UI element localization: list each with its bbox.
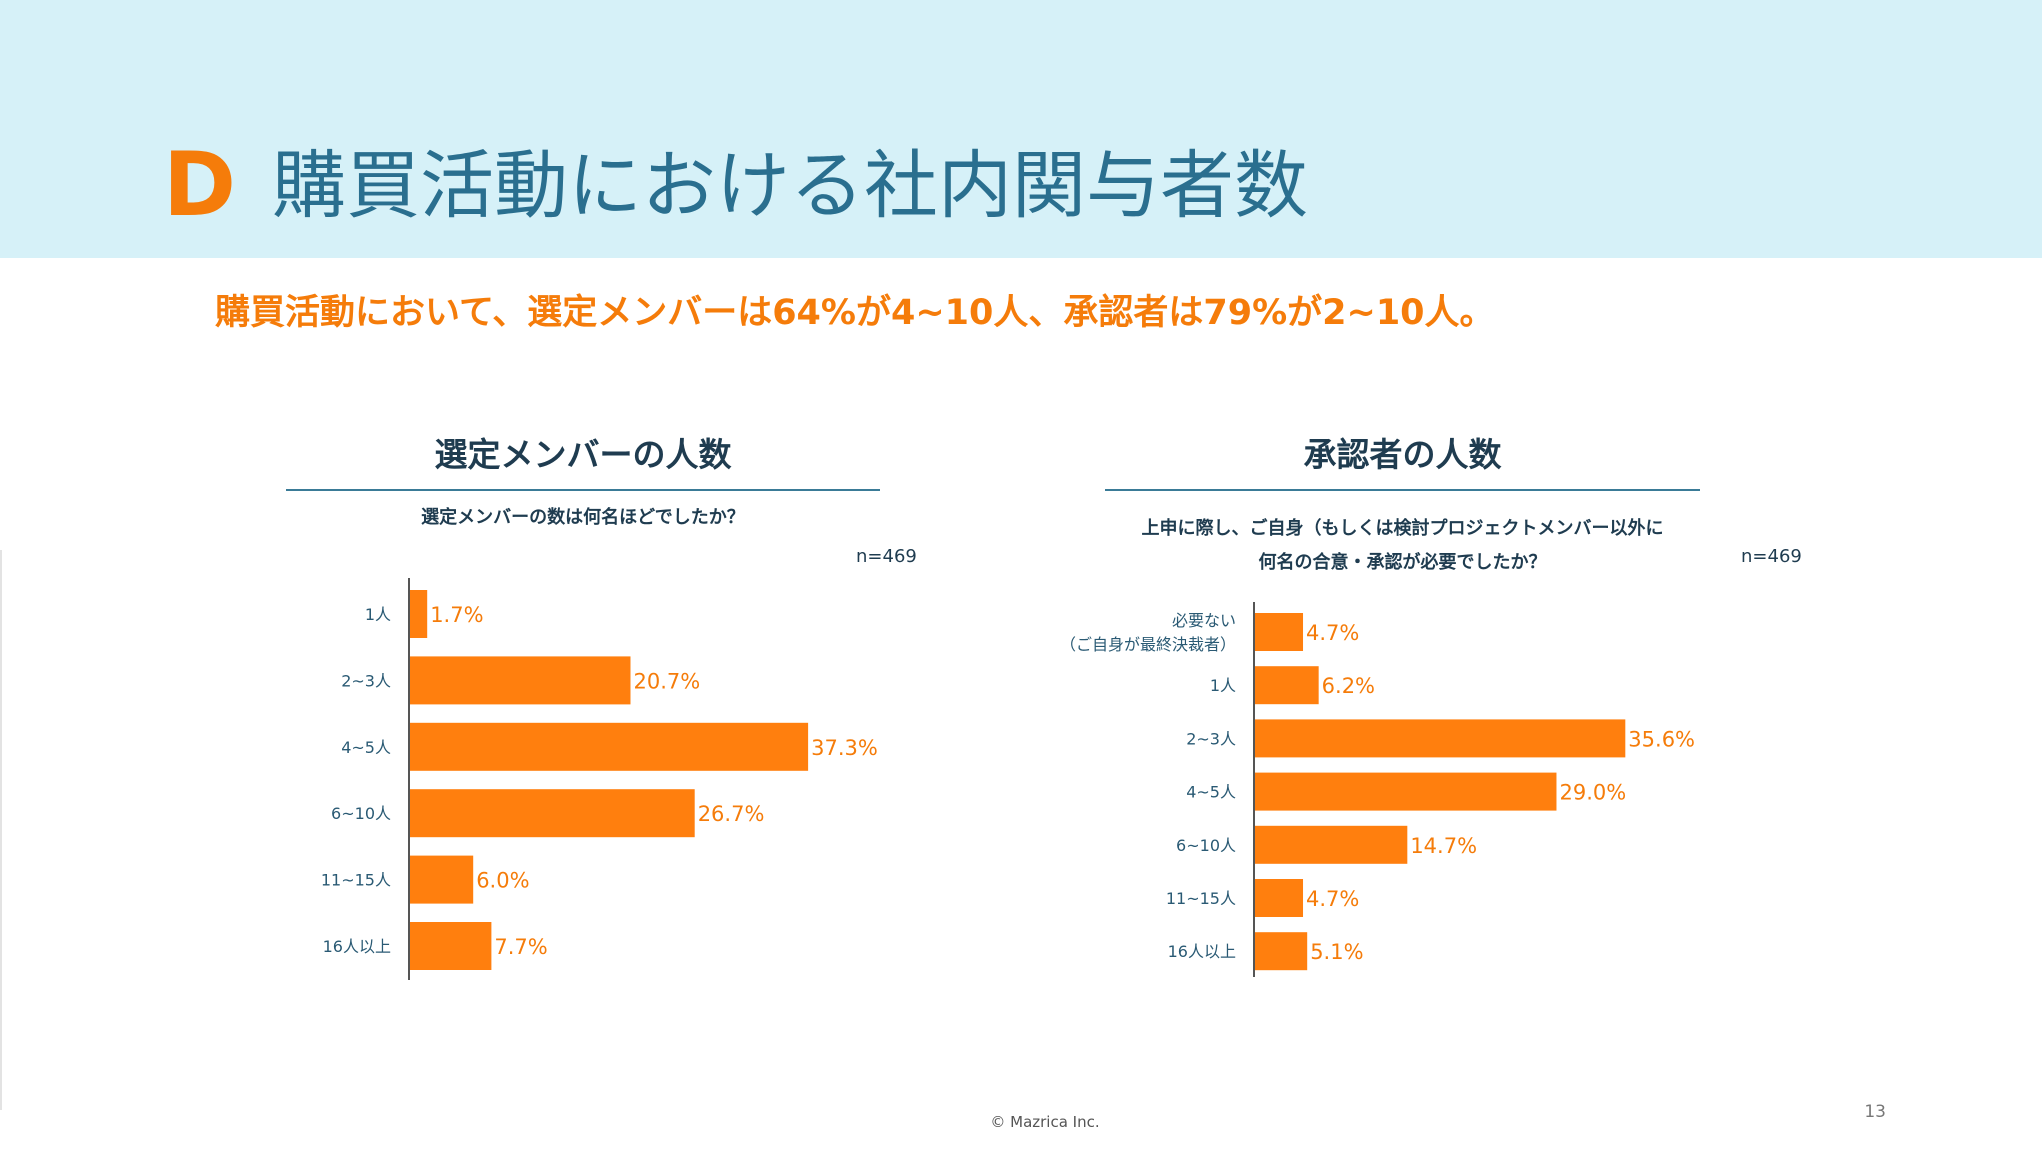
category-label: 4~5人 — [341, 738, 391, 757]
data-label: 20.7% — [633, 669, 700, 693]
bar — [409, 855, 474, 904]
section-letter: D — [163, 133, 237, 236]
data-label: 26.7% — [698, 802, 765, 826]
data-label: 6.2% — [1322, 674, 1375, 698]
category-label: 11~15人 — [321, 871, 391, 890]
page-title: 購買活動における社内関与者数 — [272, 143, 1308, 229]
bar — [1254, 772, 1557, 811]
data-label: 4.7% — [1306, 887, 1359, 911]
bar — [409, 789, 695, 838]
data-label: 4.7% — [1306, 621, 1359, 645]
data-label: 37.3% — [811, 736, 878, 760]
chart-2: 4.7% 必要ない（ご自身が最終決裁者） 6.2% 1人 35.6% 2~3人 29.0% 4… — [1060, 602, 1695, 977]
category-label: 16人以上 — [1168, 942, 1236, 961]
page-number: 13 — [1864, 1102, 1886, 1122]
data-label: 7.7% — [494, 935, 547, 959]
chart-1: 1.7% 1人 20.7% 2~3人 37.3% 4~5人 26.7% 6~10人 6.0% 11… — [321, 578, 878, 980]
data-label: 29.0% — [1559, 781, 1626, 805]
bar — [1254, 825, 1408, 864]
bar — [1254, 719, 1626, 758]
bar — [1254, 613, 1304, 651]
data-label: 1.7% — [430, 603, 483, 627]
category-label: 1人 — [365, 605, 391, 624]
data-label: 6.0% — [476, 869, 529, 893]
data-label: 5.1% — [1310, 940, 1363, 964]
bar — [409, 590, 428, 638]
category-label: 6~10人 — [1176, 836, 1236, 855]
bar — [1254, 666, 1319, 705]
bar — [1254, 932, 1308, 971]
bar — [409, 922, 492, 970]
category-label: 6~10人 — [331, 804, 391, 823]
data-label: 14.7% — [1410, 834, 1477, 858]
bar — [409, 656, 631, 705]
bar — [409, 722, 809, 771]
category-label: 1人 — [1210, 676, 1236, 695]
copyright: © Mazrica Inc. — [990, 1113, 1100, 1131]
slide-edge-divider — [0, 550, 2, 1110]
category-label: 4~5人 — [1186, 783, 1236, 802]
headline: 購買活動において、選定メンバーは64%が4~10人、承認者は79%が2~10人。 — [215, 293, 1495, 333]
data-label: 35.6% — [1628, 727, 1695, 751]
category-label: 2~3人 — [1186, 729, 1236, 748]
header-band — [0, 0, 2042, 258]
category-label: 2~3人 — [341, 671, 391, 690]
category-label: 16人以上 — [323, 937, 391, 956]
bar — [1254, 879, 1304, 917]
category-label: 11~15人 — [1166, 889, 1236, 908]
category-label: 必要ない（ご自身が最終決裁者） — [1060, 611, 1236, 654]
